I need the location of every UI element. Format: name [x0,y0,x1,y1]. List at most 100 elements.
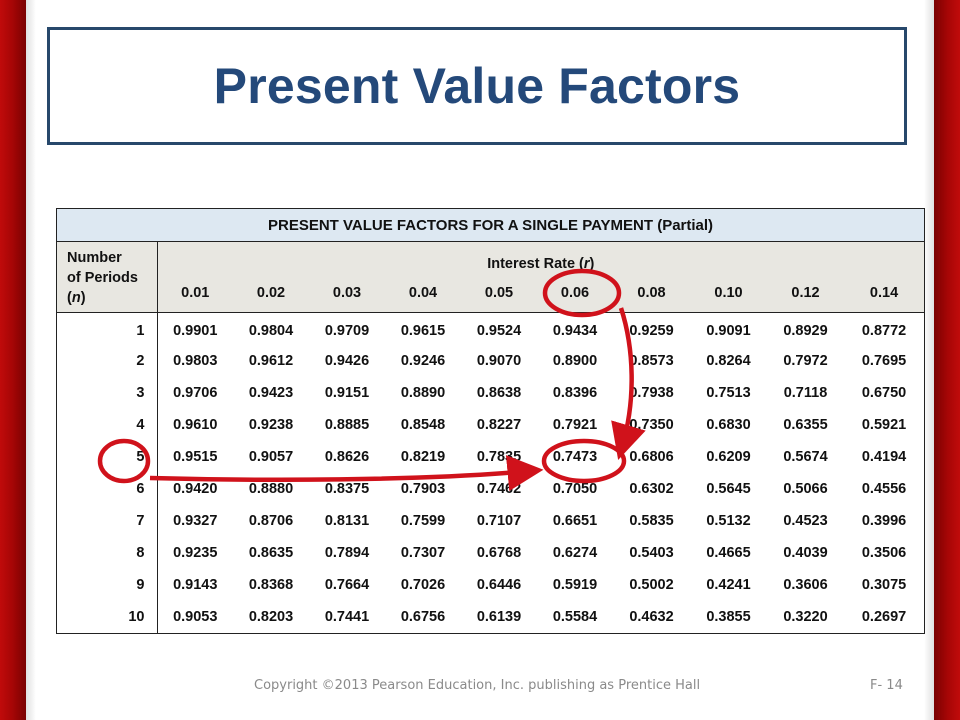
factor-cell: 0.7026 [400,576,446,593]
factor-cell: 0.9151 [324,384,370,401]
factor-cell: 0.9057 [248,448,294,465]
factor-cell: 0.6209 [706,448,751,465]
table-row: 3 0.9706 0.9423 0.9151 0.8890 0.8638 0.8396 0.7… [57,376,924,409]
factor-cell: 0.9901 [173,322,218,339]
slide-title: Present Value Factors [213,58,741,114]
rate-column-header: 0.05 [461,274,537,313]
factor-cell: 0.3855 [706,608,751,625]
factor-cell: 0.9612 [248,352,294,369]
factor-cell: 0.7118 [783,384,828,401]
factor-cell: 0.7921 [552,416,598,433]
rate-column-header: 0.04 [385,274,461,313]
factor-cell: 0.7664 [324,576,370,593]
rate-column-header: 0.01 [157,274,233,313]
factor-cell: 0.7350 [629,416,674,433]
factor-cell: 0.8885 [324,416,370,433]
factor-cell: 0.8706 [248,512,294,529]
factor-cell: 0.7894 [324,544,370,561]
page-number: F- 14 [870,678,903,693]
table-row: 1 0.9901 0.9804 0.9709 0.9615 0.9524 0.9434 0.9… [57,312,924,345]
factor-cell: 0.7903 [400,480,446,497]
factor-cell: 0.9143 [173,576,218,593]
factor-cell: 0.9709 [324,322,370,339]
factor-cell: 0.8638 [476,384,522,401]
factor-cell: 0.8396 [552,384,598,401]
factor-cell: 0.8626 [324,448,370,465]
factor-cell: 0.6806 [629,448,674,465]
factor-cell: 0.9238 [248,416,294,433]
factor-cell: 0.5921 [861,416,907,433]
table-row: 9 0.9143 0.8368 0.7664 0.7026 0.6446 0.5919 0.5… [57,568,924,601]
factor-cell: 0.9434 [552,322,598,339]
rate-column-header: 0.06 [537,274,613,313]
periods-header-var: n [71,290,81,306]
factor-cell: 0.5403 [629,544,674,561]
factor-cell: 0.8375 [324,480,370,497]
factor-cell: 0.6302 [629,480,674,497]
factor-cell: 0.8573 [629,352,674,369]
factor-cell: 0.3075 [861,576,907,593]
period-cell: 10 [57,600,158,633]
copyright-text: Copyright ©2013 Pearson Education, Inc. … [254,678,701,693]
period-cell: 4 [57,408,158,441]
left-red-bar [0,0,36,720]
period-cell: 2 [57,344,158,377]
factor-cell: 0.8890 [400,384,446,401]
factor-cell: 0.6768 [476,544,522,561]
period-cell: 3 [57,376,158,409]
factor-cell: 0.9515 [173,448,218,465]
factor-cell: 0.9091 [706,322,751,339]
factor-cell: 0.3606 [783,576,828,593]
factor-cell: 0.7307 [400,544,446,561]
rate-column-header: 0.12 [767,274,844,313]
factor-cell: 0.7695 [861,352,907,369]
rate-column-header: 0.02 [233,274,309,313]
rate-column-header: 0.14 [844,274,925,313]
table-row: 10 0.9053 0.8203 0.7441 0.6756 0.6139 0.5584 0.… [57,600,924,633]
rate-column-header: 0.10 [690,274,767,313]
factor-cell: 0.7107 [476,512,522,529]
factor-cell: 0.8635 [248,544,294,561]
factor-cell: 0.6830 [706,416,751,433]
factor-cell: 0.5919 [552,576,598,593]
periods-header-paren-open: ( [67,290,72,306]
rate-header-text: Interest Rate ( [487,256,584,272]
factor-cell: 0.5584 [552,608,598,625]
period-cell: 1 [57,312,158,345]
factor-cell: 0.9615 [400,322,446,339]
factor-cell: 0.5835 [629,512,674,529]
periods-header-line1: Number [67,250,122,266]
pv-table: PRESENT VALUE FACTORS FOR A SINGLE PAYME… [57,209,925,633]
table-row: 5 0.9515 0.9057 0.8626 0.8219 0.7835 0.7473 0.6… [57,440,924,473]
period-cell: 9 [57,568,158,601]
factor-cell: 0.8227 [476,416,522,433]
table-row: 8 0.9235 0.8635 0.7894 0.7307 0.6768 0.6274 0.5… [57,536,924,569]
factor-cell: 0.4039 [783,544,828,561]
factor-cell: 0.8772 [861,322,907,339]
factor-cell: 0.9327 [173,512,218,529]
rate-header-var: r [583,256,590,272]
factor-cell: 0.6756 [400,608,446,625]
factor-cell: 0.5645 [706,480,751,497]
table-row: 2 0.9803 0.9612 0.9426 0.9246 0.9070 0.8900 0.8… [57,344,924,377]
factor-cell: 0.6355 [783,416,828,433]
periods-header: Number of Periods (n) [57,241,158,313]
factor-cell: 0.7938 [629,384,674,401]
factor-cell: 0.7972 [783,352,828,369]
factor-cell: 0.9803 [173,352,218,369]
factor-cell: 0.6274 [552,544,598,561]
factor-cell: 0.4556 [861,480,907,497]
factor-cell: 0.6651 [552,512,598,529]
factor-cell: 0.6139 [476,608,522,625]
interest-rate-header: Interest Rate (r) [157,241,925,274]
factor-cell: 0.3220 [783,608,828,625]
factor-cell: 0.8548 [400,416,446,433]
factor-cell: 0.8880 [248,480,294,497]
factor-cell: 0.5132 [706,512,751,529]
factor-cell: 0.5674 [783,448,828,465]
periods-header-line2: of Periods [67,270,138,286]
factor-cell: 0.9259 [629,322,674,339]
factor-cell: 0.8368 [248,576,294,593]
factor-cell: 0.9070 [476,352,522,369]
factor-cell: 0.9706 [173,384,218,401]
